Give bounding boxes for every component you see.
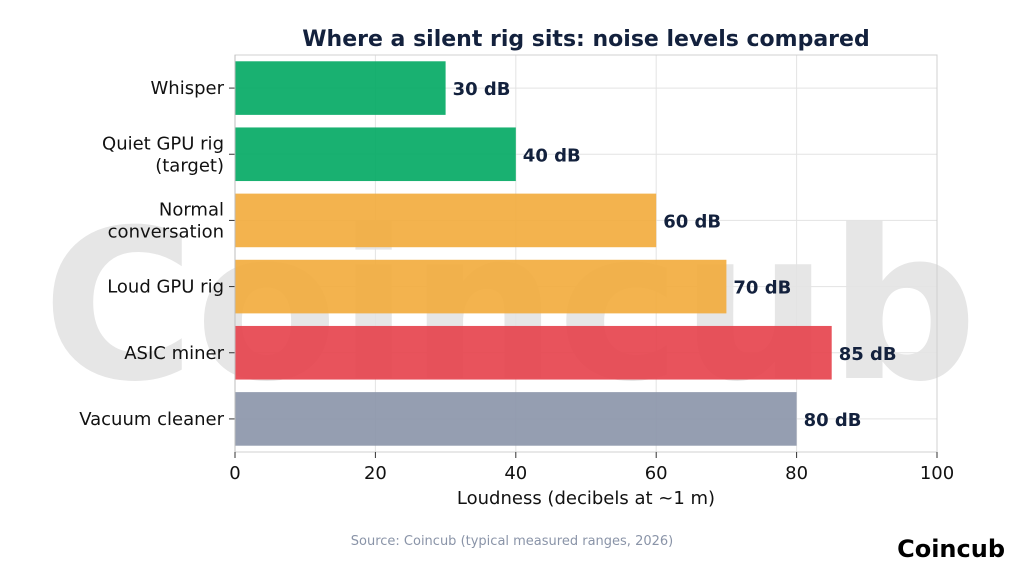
- value-label: 30 dB: [453, 79, 511, 100]
- value-label: 40 dB: [523, 145, 581, 166]
- value-label: 60 dB: [663, 211, 721, 232]
- category-label: Whisper: [151, 78, 225, 99]
- bar: [235, 127, 516, 182]
- bar: [235, 392, 797, 446]
- x-tick-label: 20: [364, 463, 387, 484]
- x-tick-label: 80: [785, 463, 808, 484]
- x-tick-label: 40: [504, 463, 527, 484]
- chart-title: Where a silent rig sits: noise levels co…: [302, 27, 869, 52]
- category-label: Quiet GPU rig (target): [102, 133, 224, 176]
- x-axis-label: Loudness (decibels at ~1 m): [457, 488, 715, 509]
- x-tick-label: 0: [229, 463, 240, 484]
- category-label: ASIC miner: [124, 343, 224, 364]
- value-label: 80 dB: [804, 410, 862, 431]
- bar: [235, 325, 832, 380]
- x-tick-label: 60: [645, 463, 668, 484]
- brand-logo: Coincub: [897, 535, 1005, 563]
- category-label: Vacuum cleaner: [79, 409, 224, 430]
- category-label: Loud GPU rig: [107, 277, 224, 298]
- bar: [235, 61, 446, 115]
- category-label: Normal conversation: [108, 199, 224, 242]
- bar: [235, 259, 727, 314]
- value-label: 85 dB: [839, 344, 897, 365]
- x-tick-label: 100: [920, 463, 954, 484]
- bar: [235, 193, 657, 248]
- value-label: 70 dB: [733, 278, 791, 299]
- source-note: Source: Coincub (typical measured ranges…: [351, 534, 673, 549]
